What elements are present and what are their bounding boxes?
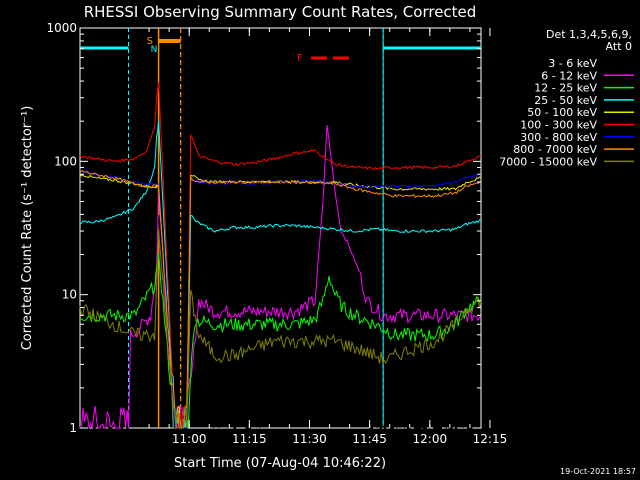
y-tick-label-10: 10 xyxy=(62,288,77,302)
timestamp: 19-Oct-2021 18:57 xyxy=(560,467,636,476)
chart-title: RHESSI Observing Summary Count Rates, Co… xyxy=(84,3,477,21)
series-12-25 xyxy=(79,253,482,430)
series-3-6 xyxy=(79,150,481,430)
series-25-50 xyxy=(79,120,482,429)
y-tick-label-100: 100 xyxy=(54,154,77,168)
night-flag-label: N xyxy=(151,45,158,55)
x-axis-label: Start Time (07-Aug-04 10:46:22) xyxy=(174,456,386,471)
legend-label-300-800: 300 - 800 keV xyxy=(520,131,597,144)
x-tick-label-11:30: 11:30 xyxy=(292,432,327,446)
series-6-12 xyxy=(80,125,482,429)
legend-header-0: Det 1,3,4,5,6,9, xyxy=(546,28,632,41)
series-50-100 xyxy=(79,173,482,429)
x-tick-label-12:00: 12:00 xyxy=(413,432,448,446)
legend-label-12-25: 12 - 25 keV xyxy=(534,82,597,95)
x-tick-label-11:45: 11:45 xyxy=(352,432,387,446)
x-tick-label-11:15: 11:15 xyxy=(232,432,267,446)
flare-flag-label: F xyxy=(297,53,303,64)
x-tick-label-11:00: 11:00 xyxy=(172,432,207,446)
legend-label-100-300: 100 - 300 keV xyxy=(520,119,597,132)
legend-label-6-12: 6 - 12 keV xyxy=(541,69,597,82)
axes-layer: 1 10 100 1000 11:00 11:15 11:30 11:45 12:00 12:15 xyxy=(46,21,507,446)
series-7000-15000 xyxy=(79,229,482,429)
legend-label-7000-15000: 7000 - 15000 keV xyxy=(499,155,597,168)
series-300-800 xyxy=(79,169,482,429)
legend-label-3-6: 3 - 6 keV xyxy=(548,57,597,70)
x-tick-label-12:15: 12:15 xyxy=(473,432,508,446)
saa-flag-label: S xyxy=(147,36,153,47)
legend-label-800-7000: 800 - 7000 keV xyxy=(513,143,597,156)
y-tick-label-1000: 1000 xyxy=(46,21,77,35)
legend-label-50-100: 50 - 100 keV xyxy=(527,106,597,119)
series-100-300 xyxy=(79,82,482,429)
legend-label-25-50: 25 - 50 keV xyxy=(534,94,597,107)
series-800-7000 xyxy=(79,169,482,429)
series-layer xyxy=(79,82,482,430)
y-tick-label-1: 1 xyxy=(69,421,77,435)
legend-header-1: Att 0 xyxy=(606,40,632,53)
plot-frame xyxy=(79,27,482,429)
y-axis-label: Corrected Count Rate (s⁻¹ detector⁻¹) xyxy=(20,106,35,351)
